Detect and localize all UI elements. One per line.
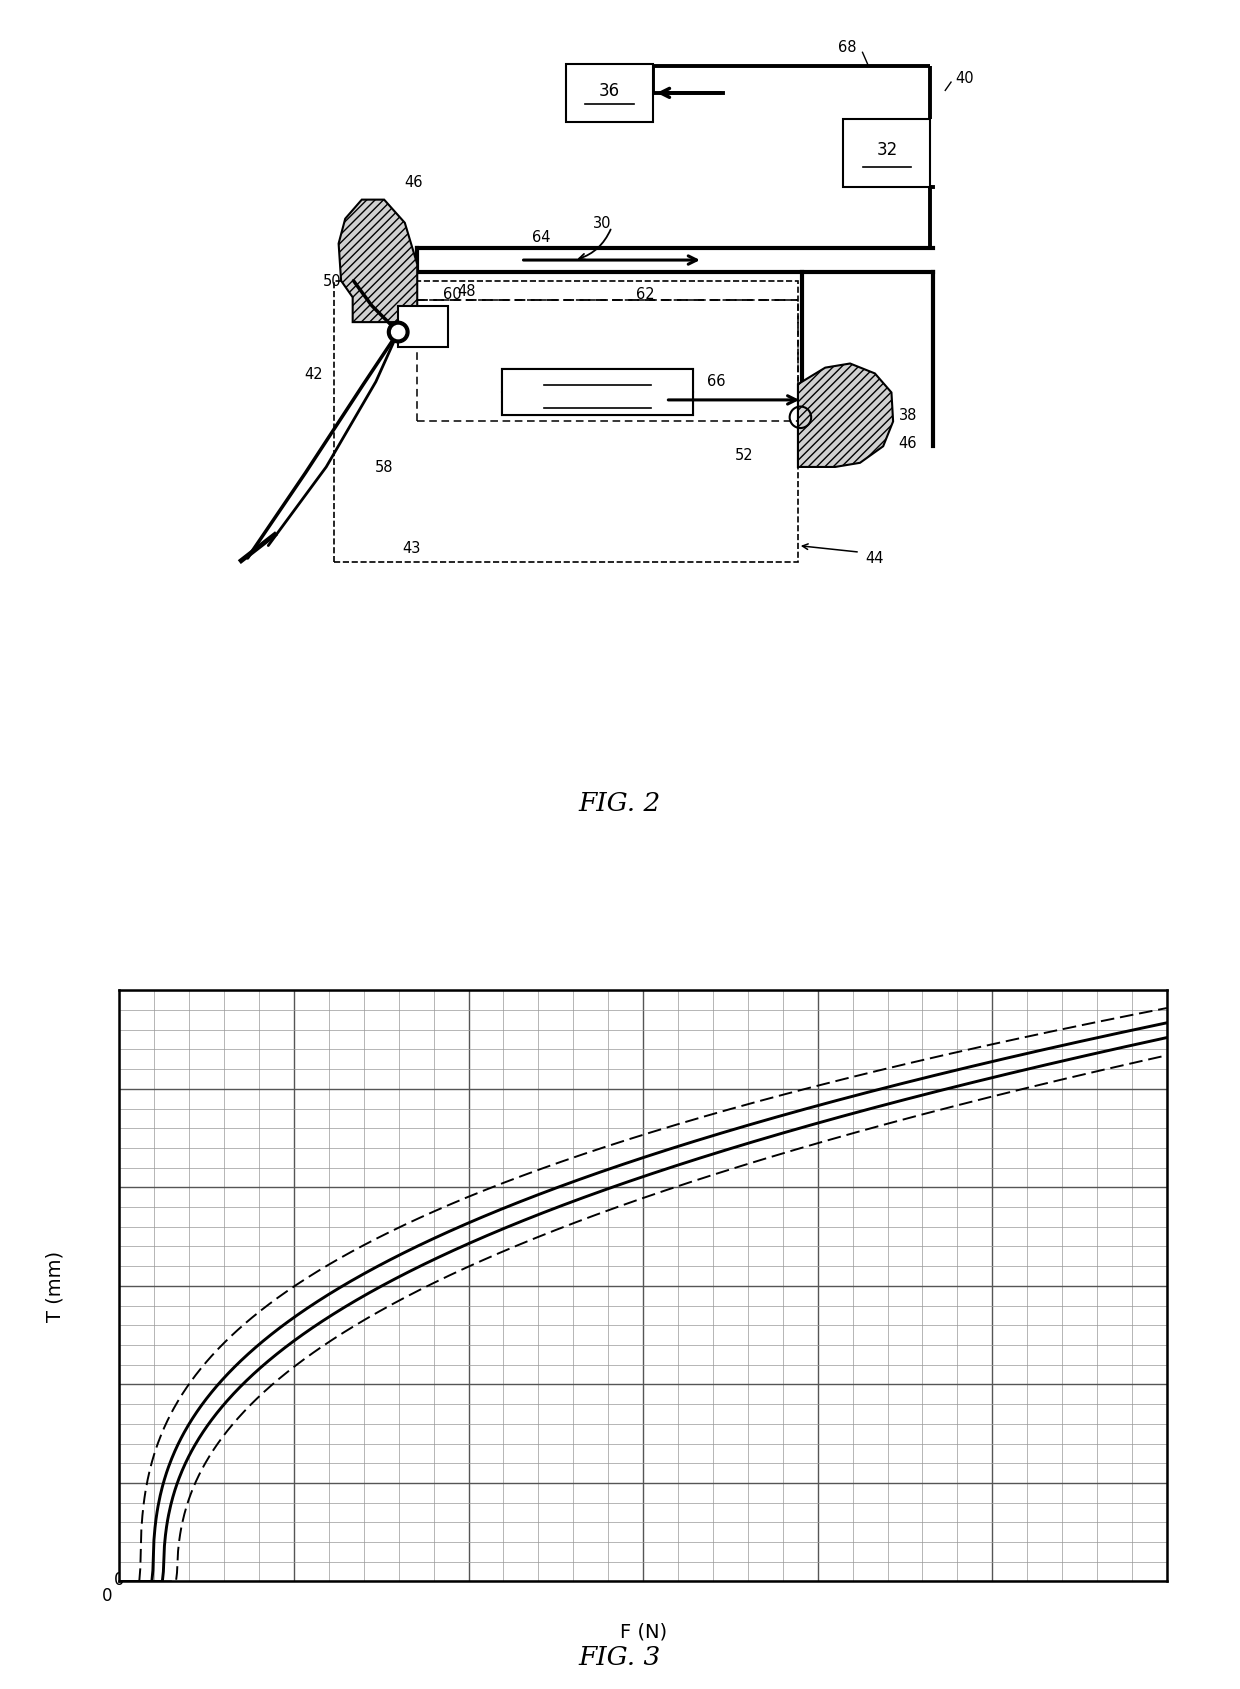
Text: F (N): F (N) — [620, 1621, 667, 1640]
Text: 52: 52 — [735, 448, 754, 463]
Text: 44: 44 — [866, 551, 884, 566]
Text: 30: 30 — [593, 216, 611, 231]
Bar — [335, 282, 797, 562]
Text: 36: 36 — [599, 83, 620, 100]
Text: 60: 60 — [443, 287, 461, 301]
Text: 46: 46 — [899, 436, 918, 451]
Circle shape — [387, 323, 409, 343]
Text: 71: 71 — [383, 1017, 407, 1035]
Polygon shape — [339, 201, 417, 323]
Text: 62: 62 — [636, 287, 655, 301]
Text: 73: 73 — [487, 1159, 510, 1177]
Text: 0: 0 — [114, 1571, 124, 1588]
Bar — [502, 370, 693, 394]
Text: FIG. 3: FIG. 3 — [579, 1643, 661, 1669]
Bar — [843, 120, 930, 187]
Bar — [502, 394, 693, 415]
Text: 0: 0 — [102, 1586, 113, 1605]
Text: 50: 50 — [322, 274, 341, 289]
Text: 58: 58 — [374, 459, 393, 475]
Bar — [502, 370, 693, 415]
Text: FIG. 2: FIG. 2 — [579, 790, 661, 816]
Circle shape — [392, 326, 404, 339]
Text: 48: 48 — [458, 284, 476, 299]
Text: 54: 54 — [588, 373, 608, 388]
Text: 42: 42 — [305, 367, 324, 382]
Text: 38: 38 — [899, 409, 918, 422]
Bar — [398, 306, 448, 348]
Polygon shape — [797, 365, 893, 468]
Text: 46: 46 — [404, 176, 423, 189]
Text: T (mm): T (mm) — [46, 1250, 64, 1322]
Text: 68: 68 — [838, 41, 857, 56]
Text: 40: 40 — [955, 71, 973, 86]
Text: 56: 56 — [588, 395, 608, 410]
Text: 32: 32 — [877, 142, 898, 159]
Text: 66: 66 — [707, 373, 725, 388]
Text: 64: 64 — [532, 230, 551, 245]
Text: 43: 43 — [402, 540, 420, 556]
Bar — [567, 64, 653, 123]
Text: 73: 73 — [293, 1013, 315, 1032]
